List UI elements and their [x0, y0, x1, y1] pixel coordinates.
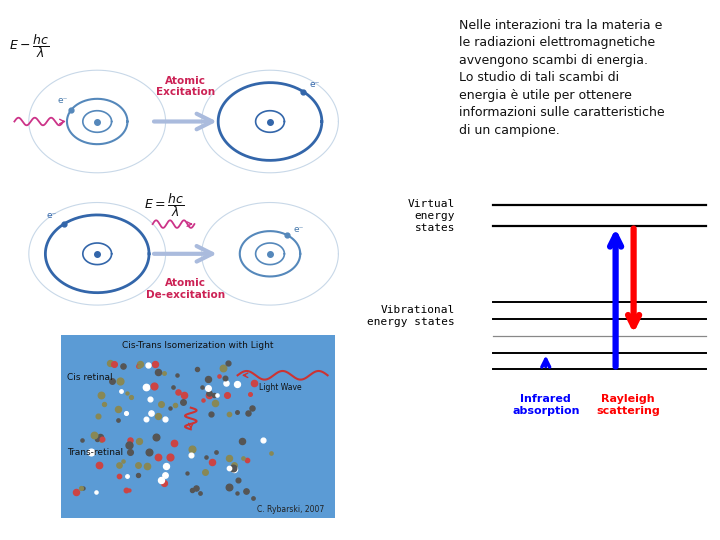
Text: Cis retinal: Cis retinal	[67, 373, 112, 382]
Text: Atomic
De-excitation: Atomic De-excitation	[146, 278, 225, 300]
Text: e⁻: e⁻	[57, 96, 68, 105]
Text: Atomic
Excitation: Atomic Excitation	[156, 76, 215, 97]
Text: Rayleigh
scattering: Rayleigh scattering	[596, 394, 660, 416]
Text: Virtual
energy
states: Virtual energy states	[408, 199, 455, 233]
Text: Nelle interazioni tra la materia e
le radiazioni elettromagnetiche
avvengono sca: Nelle interazioni tra la materia e le ra…	[459, 19, 665, 137]
Text: $\mathit{E} = \dfrac{hc}{\lambda}$: $\mathit{E} = \dfrac{hc}{\lambda}$	[144, 191, 184, 219]
Text: e⁻: e⁻	[309, 80, 320, 89]
Text: Cis-Trans Isomerization with Light: Cis-Trans Isomerization with Light	[122, 341, 274, 350]
Text: Trans-retinal: Trans-retinal	[67, 448, 123, 457]
Text: Infrared
absorption: Infrared absorption	[512, 394, 580, 416]
FancyBboxPatch shape	[61, 335, 335, 518]
Text: C. Rybarski, 2007: C. Rybarski, 2007	[257, 505, 324, 514]
Text: $\mathit{E} - \dfrac{hc}{\lambda}$: $\mathit{E} - \dfrac{hc}{\lambda}$	[9, 32, 49, 60]
Text: e⁻: e⁻	[46, 211, 57, 220]
Text: e⁻: e⁻	[293, 225, 303, 234]
Text: Vibrational
energy states: Vibrational energy states	[367, 305, 455, 327]
Text: Light Wave: Light Wave	[259, 383, 302, 393]
